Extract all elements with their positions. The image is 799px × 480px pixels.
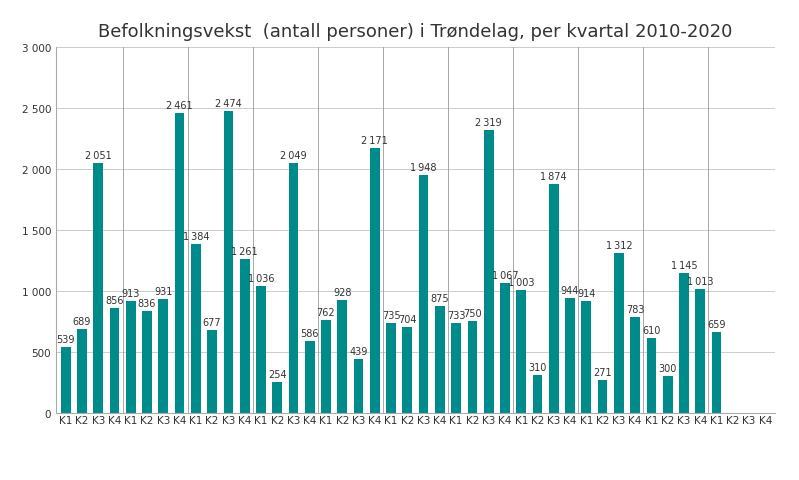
Text: 2 474: 2 474 <box>215 99 242 109</box>
Text: 610: 610 <box>642 325 661 336</box>
Text: 677: 677 <box>203 317 221 327</box>
Text: 928: 928 <box>333 287 352 297</box>
Text: 300: 300 <box>658 363 677 373</box>
Text: 586: 586 <box>300 328 319 338</box>
Bar <box>77 329 87 413</box>
Bar <box>321 320 331 413</box>
Bar <box>354 360 364 413</box>
Text: 931: 931 <box>154 287 173 297</box>
Text: 659: 659 <box>707 320 725 330</box>
Bar <box>582 301 591 413</box>
Bar <box>305 342 315 413</box>
Bar <box>614 253 624 413</box>
Text: 704: 704 <box>398 314 416 324</box>
Bar <box>451 324 461 413</box>
Bar <box>109 309 119 413</box>
Text: 733: 733 <box>447 311 465 321</box>
Bar <box>386 324 396 413</box>
Bar <box>549 185 559 413</box>
Text: 1 384: 1 384 <box>183 231 209 241</box>
Bar <box>500 283 510 413</box>
Text: 1 261: 1 261 <box>232 246 258 256</box>
Bar <box>93 163 103 413</box>
Bar <box>646 338 656 413</box>
Text: 2 461: 2 461 <box>166 100 193 110</box>
Text: 913: 913 <box>121 289 140 299</box>
Bar <box>403 327 412 413</box>
Bar <box>288 164 298 413</box>
Text: 254: 254 <box>268 369 287 379</box>
Bar <box>533 375 543 413</box>
Text: 1 312: 1 312 <box>606 240 632 250</box>
Bar <box>419 176 428 413</box>
Bar <box>695 289 705 413</box>
Bar <box>712 333 721 413</box>
Bar <box>126 302 136 413</box>
Text: 539: 539 <box>57 334 75 344</box>
Text: 1 036: 1 036 <box>248 274 274 284</box>
Text: 2 051: 2 051 <box>85 150 112 160</box>
Text: 2 319: 2 319 <box>475 118 502 128</box>
Bar <box>158 300 168 413</box>
Bar <box>435 306 445 413</box>
Bar <box>598 380 607 413</box>
Bar <box>370 149 380 413</box>
Bar <box>467 322 477 413</box>
Bar <box>679 274 689 413</box>
Text: 944: 944 <box>561 285 579 295</box>
Bar <box>224 112 233 413</box>
Text: 856: 856 <box>105 296 124 306</box>
Text: 1 003: 1 003 <box>508 278 535 288</box>
Bar <box>207 330 217 413</box>
Text: 836: 836 <box>138 298 157 308</box>
Text: 2 171: 2 171 <box>361 136 388 146</box>
Bar <box>256 287 266 413</box>
Bar <box>630 318 640 413</box>
Bar <box>175 114 185 413</box>
Bar <box>61 347 70 413</box>
Bar <box>516 291 526 413</box>
Text: 1 013: 1 013 <box>687 276 714 287</box>
Bar <box>337 300 347 413</box>
Text: 310: 310 <box>528 362 547 372</box>
Text: 1 145: 1 145 <box>670 261 698 271</box>
Bar <box>142 311 152 413</box>
Text: 914: 914 <box>577 288 595 299</box>
Text: 1 874: 1 874 <box>540 172 567 182</box>
Text: 271: 271 <box>594 367 612 377</box>
Bar <box>663 376 673 413</box>
Bar <box>484 131 494 413</box>
Text: 783: 783 <box>626 305 644 314</box>
Bar <box>272 382 282 413</box>
Text: 750: 750 <box>463 309 482 319</box>
Text: 689: 689 <box>73 316 91 326</box>
Text: 1 067: 1 067 <box>491 270 519 280</box>
Text: 762: 762 <box>316 307 336 317</box>
Title: Befolkningsvekst  (antall personer) i Trøndelag, per kvartal 2010-2020: Befolkningsvekst (antall personer) i Trø… <box>98 23 733 41</box>
Text: 735: 735 <box>382 311 400 320</box>
Text: 875: 875 <box>431 293 449 303</box>
Bar <box>191 244 201 413</box>
Text: 1 948: 1 948 <box>411 163 437 173</box>
Text: 2 049: 2 049 <box>280 151 307 161</box>
Bar <box>565 298 575 413</box>
Bar <box>240 260 249 413</box>
Text: 439: 439 <box>349 347 368 356</box>
